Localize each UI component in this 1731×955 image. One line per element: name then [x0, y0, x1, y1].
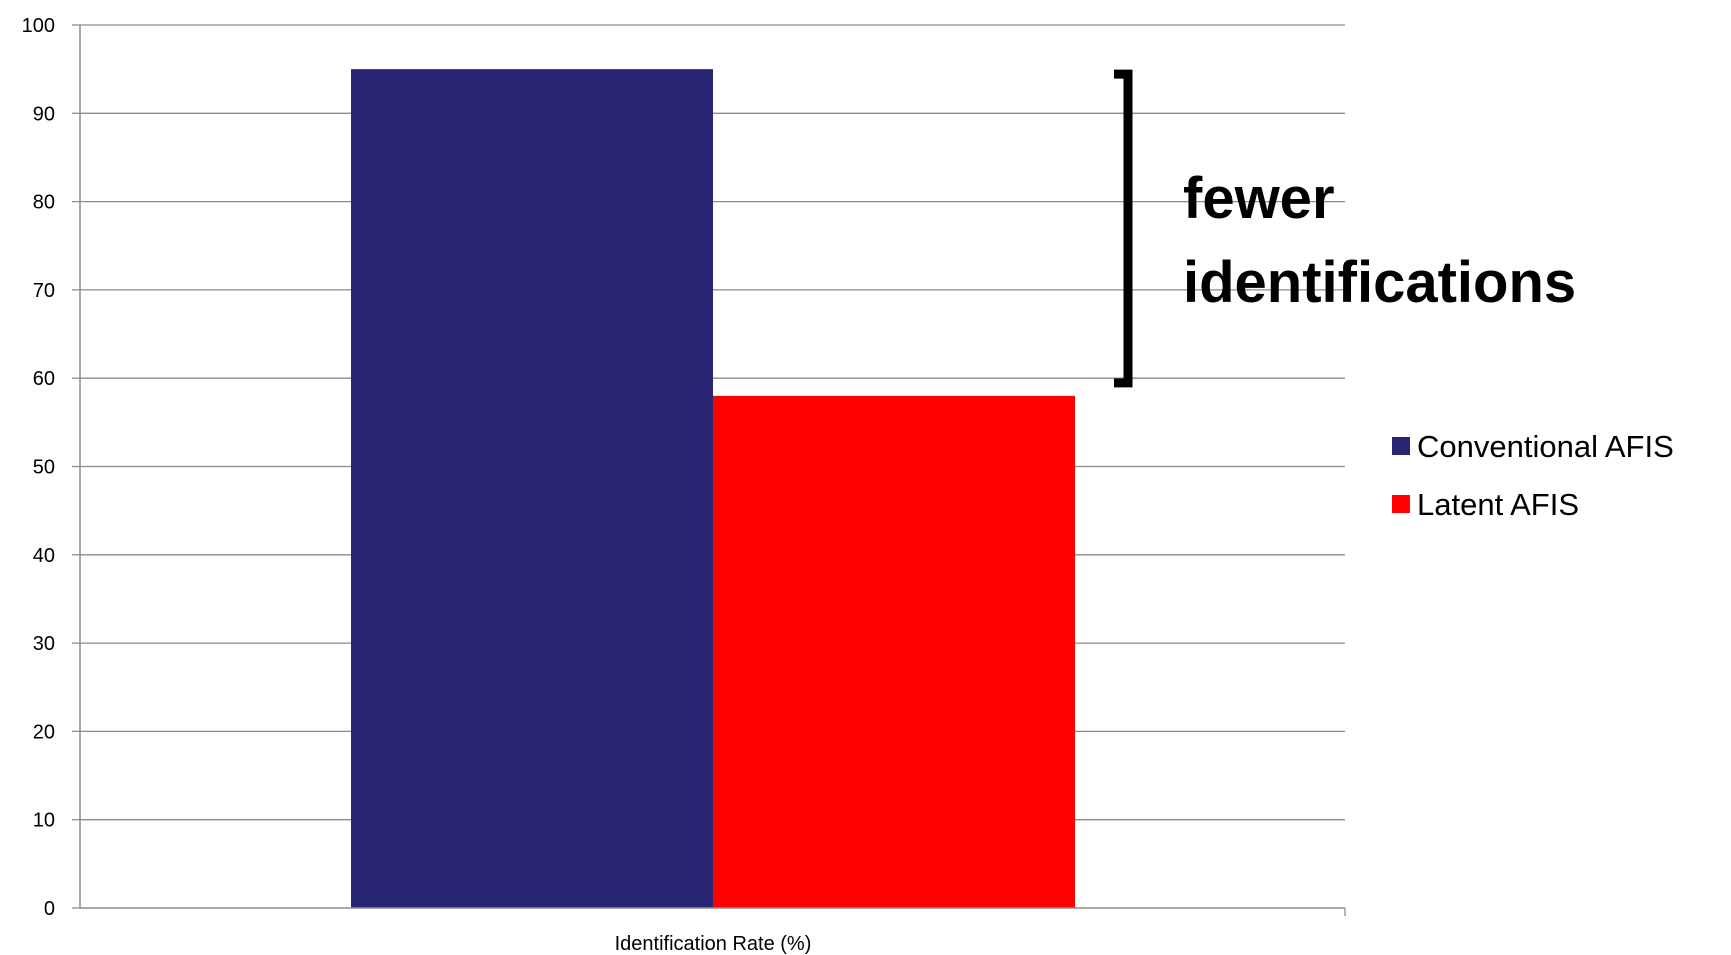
y-tick-labels: 0 10 20 30 40 50 60 70 80 90 100	[22, 15, 1346, 920]
y-tick-label: 90	[33, 103, 55, 125]
x-category-label: Identification Rate (%)	[615, 933, 812, 955]
y-tick-label: 70	[33, 280, 55, 302]
bars	[351, 69, 1075, 908]
legend-label-latent-afis: Latent AFIS	[1417, 487, 1579, 522]
y-tick-label: 0	[44, 898, 55, 920]
legend: Conventional AFIS Latent AFIS	[1392, 429, 1674, 522]
annotation-line-fewer: fewer	[1183, 166, 1335, 231]
y-tick-label: 20	[33, 721, 55, 743]
legend-label-conventional-afis: Conventional AFIS	[1417, 429, 1674, 464]
y-tick-label: 10	[33, 810, 55, 832]
bracket-icon	[1114, 69, 1133, 388]
bar-conventional-afis	[351, 69, 713, 908]
y-tick-label: 40	[33, 545, 55, 567]
annotation: fewer identifications	[1114, 69, 1576, 388]
y-tick-label: 80	[33, 192, 55, 214]
bar-latent-afis	[713, 395, 1075, 908]
annotation-line-identifications: identifications	[1183, 250, 1576, 315]
y-tick-label: 60	[33, 368, 55, 390]
y-tick-label: 100	[22, 15, 55, 37]
y-tick-label: 30	[33, 633, 55, 655]
legend-swatch-conventional-afis	[1392, 437, 1410, 455]
y-tick-label: 50	[33, 457, 55, 479]
legend-swatch-latent-afis	[1392, 495, 1410, 513]
